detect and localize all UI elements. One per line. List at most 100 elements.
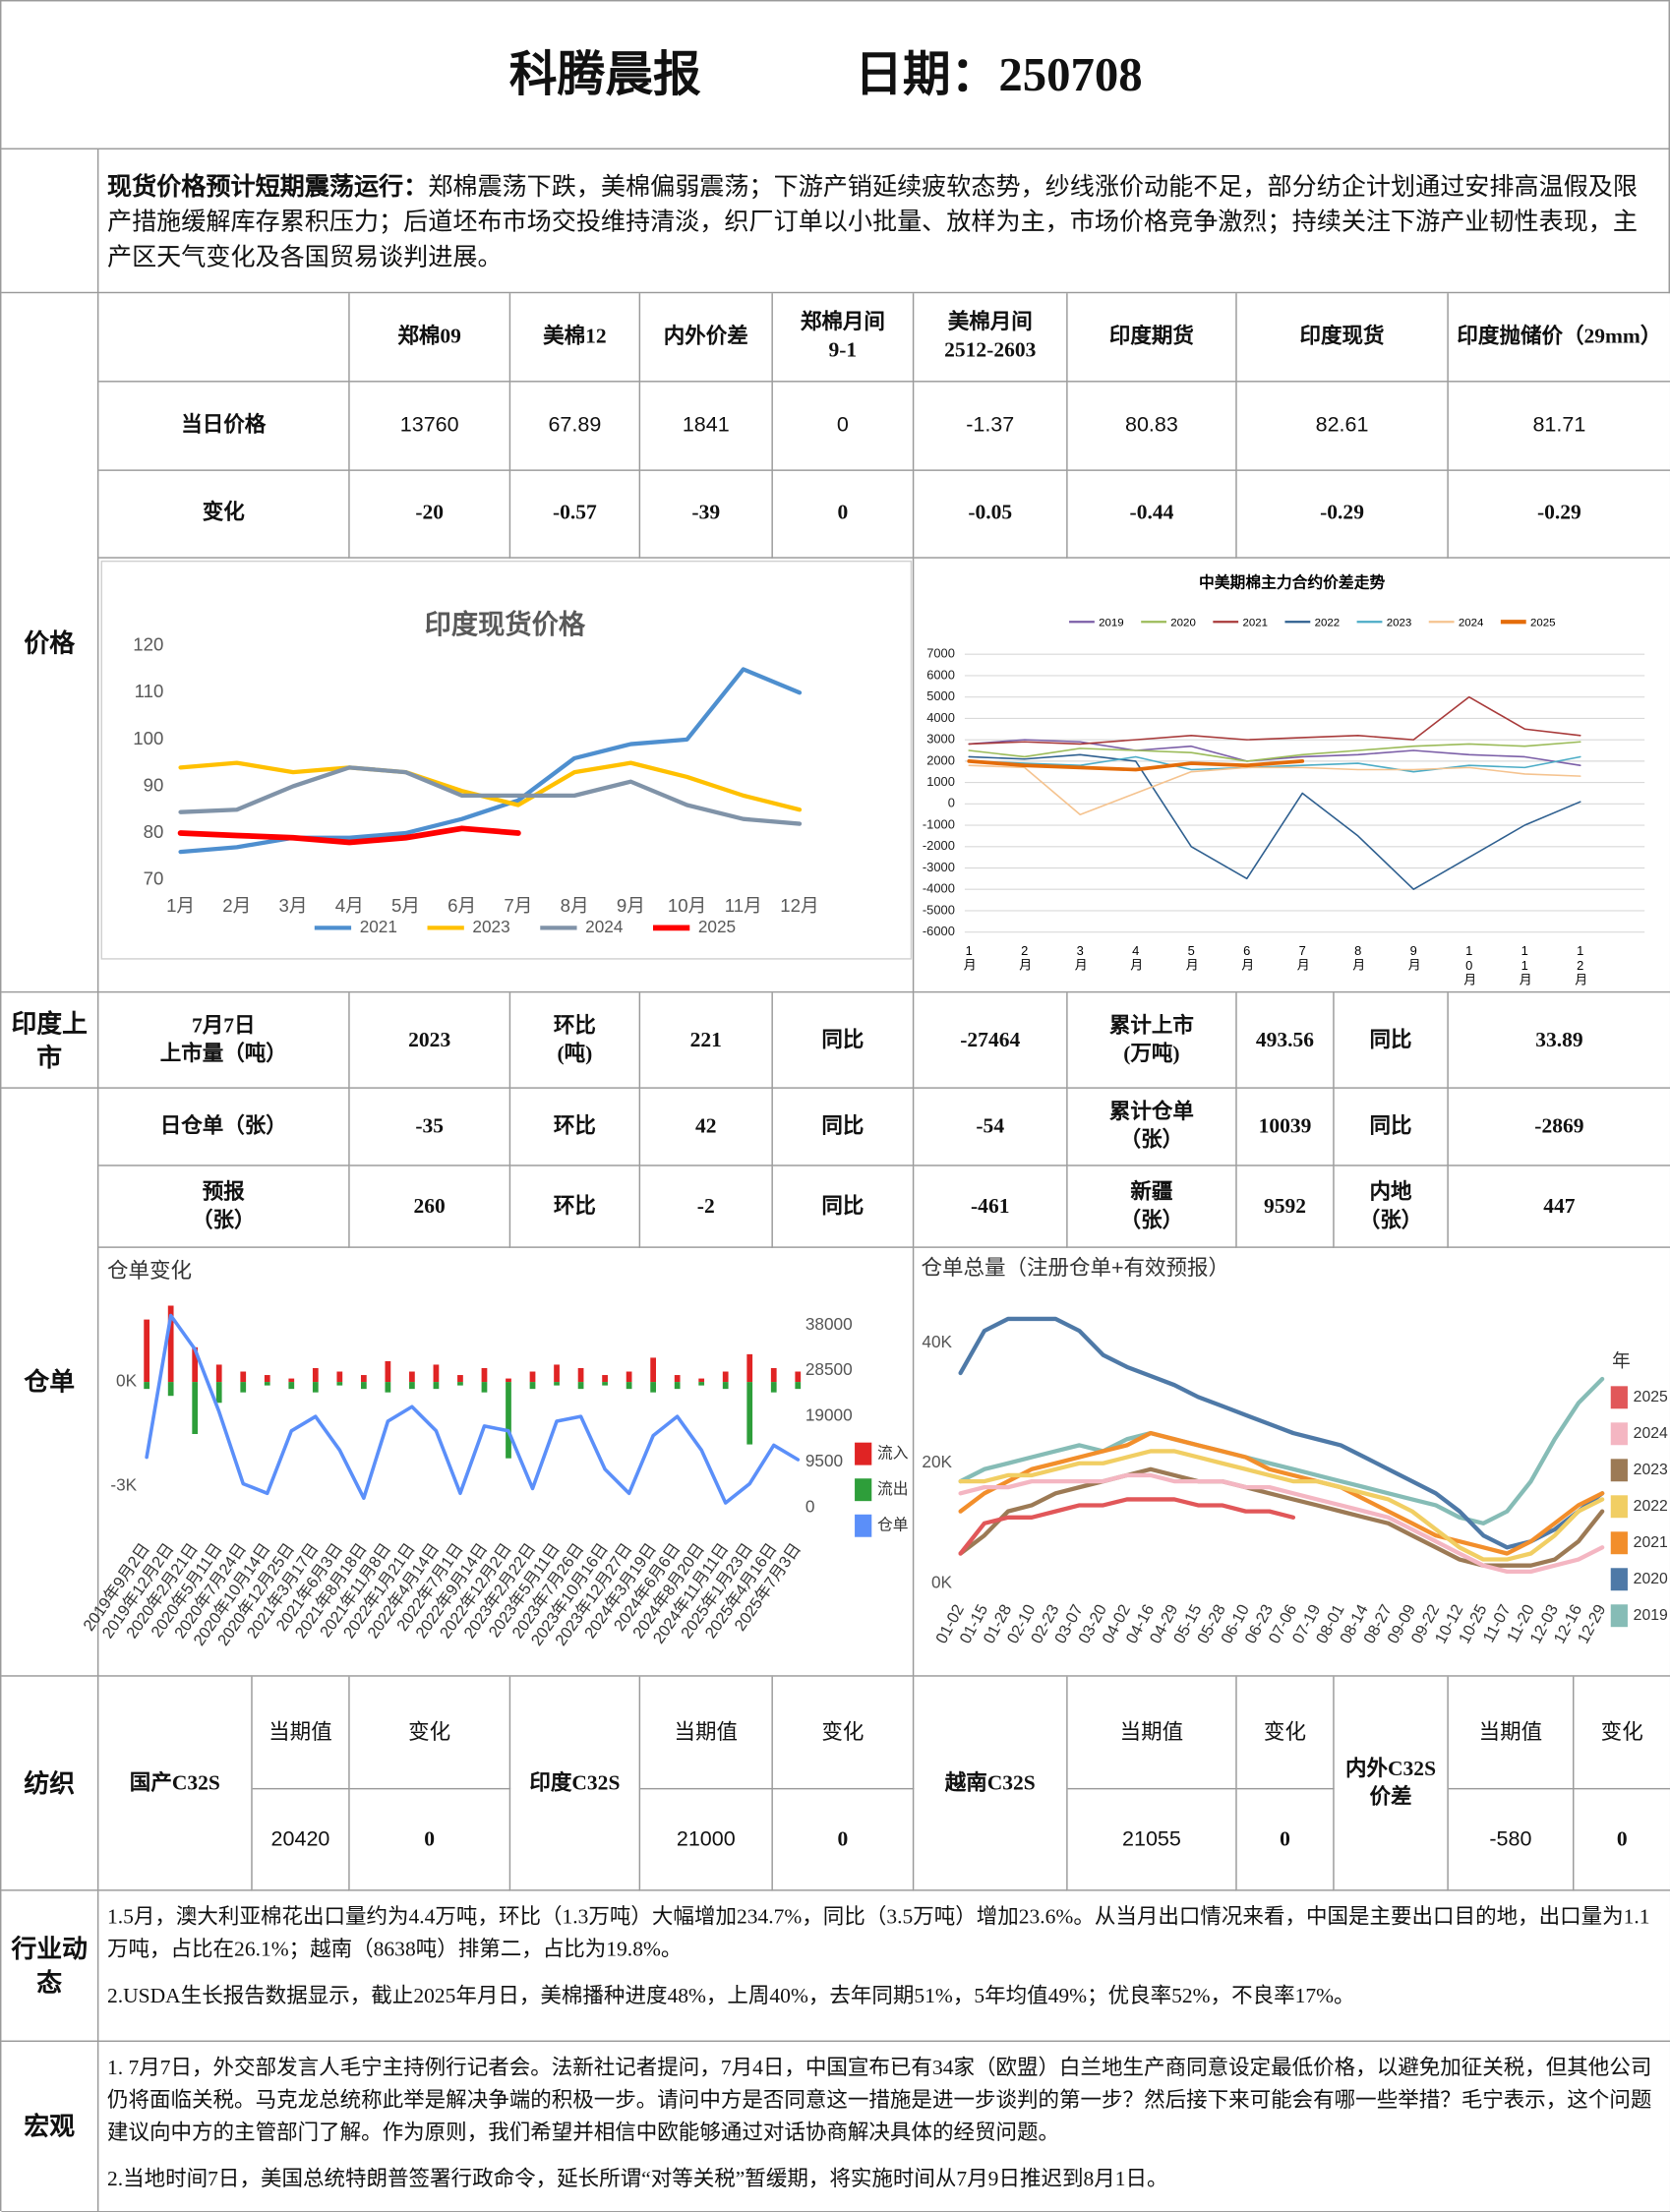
- x-tick-label: 9月: [1406, 943, 1421, 972]
- x-tick-label: 5月: [1184, 943, 1199, 972]
- value-cell: 260: [349, 1166, 511, 1248]
- data-line: [177, 825, 521, 846]
- bar: [336, 1371, 343, 1383]
- x-tick-label: 7月: [1295, 943, 1310, 972]
- bar: [626, 1382, 632, 1390]
- y-tick-label: 38000: [805, 1314, 853, 1334]
- bar: [481, 1367, 488, 1383]
- value-cell: 0: [349, 1789, 511, 1891]
- legend-swatch: [1610, 1459, 1628, 1482]
- value-cell: 2023: [349, 992, 511, 1089]
- row-label: 国产C32S: [98, 1676, 253, 1891]
- bar: [770, 1367, 777, 1383]
- value-cell: 0: [772, 382, 915, 471]
- bar: [722, 1371, 729, 1383]
- legend-swatch: [855, 1442, 872, 1465]
- y-tick-label: 120: [133, 634, 163, 655]
- bar: [288, 1378, 295, 1383]
- row-label: 环比: [510, 1166, 641, 1248]
- value-cell: 493.56: [1236, 992, 1335, 1089]
- legend-swatch: [1610, 1568, 1628, 1591]
- x-tick-label: 1月: [166, 895, 195, 916]
- y-tick-label: -4000: [923, 881, 955, 896]
- legend-label: 2024: [1459, 618, 1484, 629]
- bar: [722, 1382, 729, 1390]
- bar: [144, 1319, 150, 1383]
- column-header: 当期值: [1067, 1676, 1237, 1790]
- value-cell: 20420: [252, 1789, 350, 1891]
- x-tick-label: 12月: [1573, 943, 1587, 986]
- legend-label: 2019: [1634, 1607, 1668, 1624]
- bar: [360, 1375, 367, 1383]
- value-cell: 21055: [1067, 1789, 1237, 1891]
- x-tick-label: 11月: [725, 895, 762, 916]
- x-tick-label: 4月: [1128, 943, 1143, 972]
- data-line: [178, 765, 803, 826]
- bar: [554, 1382, 560, 1386]
- legend-label: 2024: [1634, 1425, 1668, 1442]
- row-label: 变化: [98, 470, 350, 559]
- y-tick-label: 1000: [926, 774, 955, 789]
- x-tick-label: 2月: [222, 895, 251, 916]
- row-label: 环比: [510, 1088, 641, 1166]
- chart-title: 中美期棉主力合约价差走势: [1199, 573, 1385, 592]
- value-cell: 82.61: [1236, 382, 1449, 471]
- column-header: 当期值: [640, 1676, 773, 1790]
- value-cell: 67.89: [510, 382, 641, 471]
- bar: [529, 1382, 536, 1390]
- legend-swatch: [1610, 1531, 1628, 1555]
- y-tick-label: 3000: [926, 732, 955, 747]
- x-tick-label: 10月: [668, 895, 706, 916]
- bar: [240, 1371, 247, 1383]
- row-label: 内地 （张）: [1334, 1166, 1449, 1248]
- bar: [192, 1382, 199, 1435]
- y-tick-label: 0K: [931, 1573, 953, 1592]
- bar: [360, 1382, 367, 1390]
- x-tick-label: 5月: [391, 895, 420, 916]
- y-tick-label: 2000: [926, 752, 955, 767]
- y-tick-label: 0: [805, 1496, 815, 1516]
- legend-label: 2025: [1634, 1389, 1668, 1405]
- bar: [385, 1360, 391, 1383]
- x-tick-label: 7月: [504, 895, 532, 916]
- bar: [167, 1305, 174, 1383]
- bar: [409, 1382, 415, 1390]
- bar: [506, 1382, 511, 1459]
- legend-swatch: [855, 1478, 872, 1502]
- legend-label: 仓单: [877, 1516, 909, 1533]
- value-cell: 0: [772, 470, 915, 559]
- column-header: 美棉12: [510, 293, 641, 383]
- x-tick-label: 12月: [780, 895, 818, 916]
- bar: [506, 1378, 511, 1383]
- bar: [577, 1367, 584, 1383]
- bar: [167, 1382, 174, 1397]
- bar: [626, 1371, 632, 1383]
- data-line: [968, 695, 1581, 746]
- data-line: [178, 760, 803, 812]
- news-item: 1. 7月7日，外交部发言人毛宁主持例行记者会。法新社记者提问，7月4日，中国宣…: [106, 2057, 1652, 2145]
- y-tick-label: 40K: [922, 1332, 952, 1351]
- row-label: 同比: [772, 1166, 915, 1248]
- bar: [529, 1371, 536, 1383]
- value-cell: 0: [772, 1789, 915, 1891]
- y-tick-label: 5000: [926, 688, 955, 703]
- bar: [433, 1382, 440, 1390]
- bar: [264, 1382, 270, 1386]
- bar: [409, 1371, 415, 1383]
- x-tick-label: 10月: [1461, 943, 1476, 986]
- row-label: 累计仓单 （张）: [1067, 1088, 1237, 1166]
- y-tick-label: -5000: [923, 902, 955, 917]
- data-line: [958, 1497, 1296, 1556]
- y-tick-label: -3K: [110, 1474, 137, 1494]
- bar: [650, 1357, 656, 1383]
- summary-lead: 现货价格预计短期震荡运行：: [106, 171, 429, 201]
- legend-swatch: [1610, 1386, 1628, 1409]
- y-tick-label: 100: [133, 728, 163, 748]
- news-block: 1. 7月7日，外交部发言人毛宁主持例行记者会。法新社记者提问，7月4日，中国宣…: [98, 2041, 1670, 2212]
- y-tick-label: 70: [144, 868, 164, 889]
- legend-label: 2025: [698, 917, 736, 936]
- value-cell: 21000: [640, 1789, 773, 1891]
- value-cell: 80.83: [1067, 382, 1237, 471]
- section-label: 行业动态: [1, 1890, 99, 2042]
- column-header: 郑棉09: [349, 293, 511, 383]
